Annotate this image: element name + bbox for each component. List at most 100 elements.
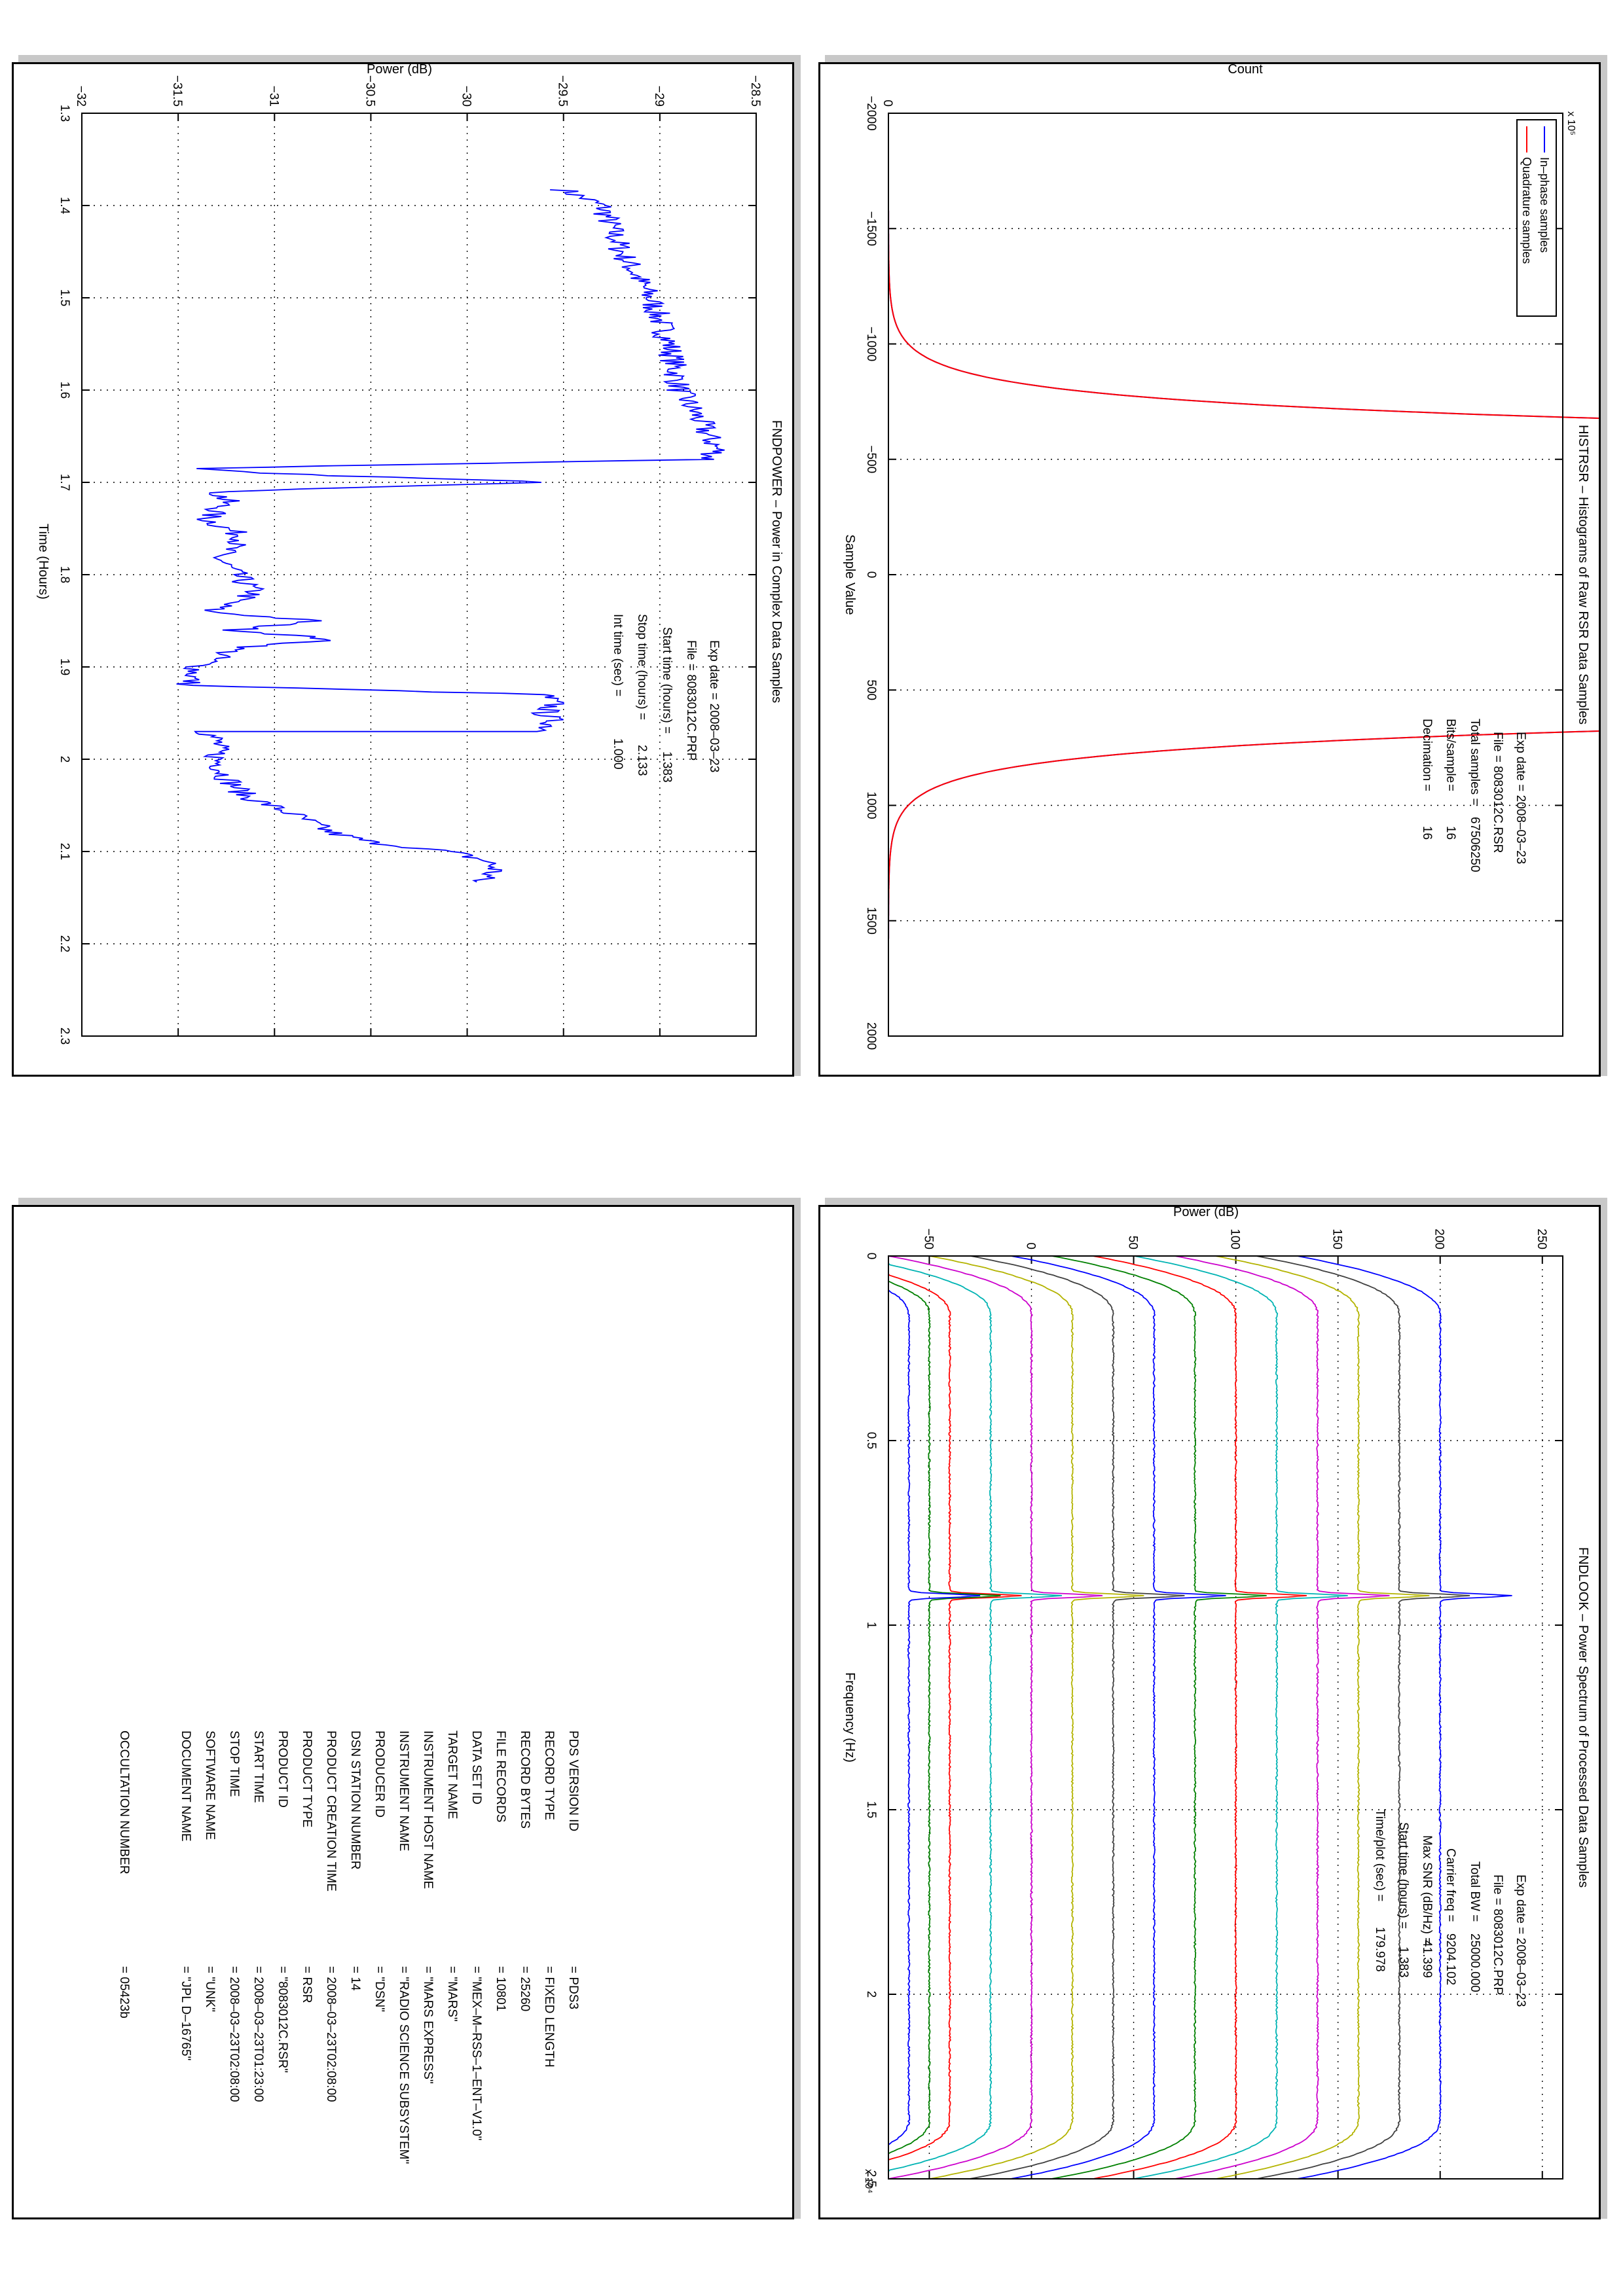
hist-series-quadrature — [881, 113, 1599, 1036]
spec-series-10 — [888, 1255, 1103, 2179]
hist-xtick-label: 2000 — [864, 1022, 878, 1050]
histogram-series — [881, 113, 1599, 1036]
label-key: SOFTWARE NAME — [203, 1731, 217, 1840]
hist-xtick-label: −500 — [864, 445, 878, 473]
power-ytick-label: −29 — [652, 86, 666, 107]
power-xtick-label: 1.5 — [58, 289, 71, 306]
legend-inphase: In–phase samples — [1538, 157, 1551, 253]
spec-ytick-label: 100 — [1228, 1229, 1242, 1249]
hist-series-inphase — [881, 113, 1599, 1036]
spec-info-bw-label: Total BW = — [1468, 1861, 1482, 1922]
spec-series-0 — [1296, 1255, 1512, 2179]
label-key: PRODUCT CREATION TIME — [324, 1731, 338, 1892]
hist-xtick-label: 1000 — [864, 791, 878, 819]
label-value: = 2008–03–23T01:23:00 — [251, 1966, 265, 2102]
spec-ytick-label: 200 — [1432, 1229, 1446, 1249]
hist-xtick-label: 0 — [864, 571, 878, 579]
power-xtick-label: 2.3 — [58, 1028, 71, 1045]
power-axes-box — [81, 113, 757, 1037]
legend-quadrature: Quadrature samples — [1520, 157, 1533, 264]
info-decimation-value: = 16 — [1420, 784, 1434, 840]
label-value: = "JPL D–16765" — [179, 1966, 192, 2060]
spec-series-12 — [888, 1256, 1022, 2179]
power-info-stop-value: 2.133 — [635, 745, 649, 776]
spectrum-ticks: 0 0.5 1 1.5 2 2.5 −50 0 50 100 150 200 250 — [864, 1229, 1563, 2187]
label-key: INSTRUMENT HOST NAME — [421, 1731, 435, 1889]
label-value: = 2008–03–23T02:08:00 — [324, 1966, 338, 2102]
power-xtick-label: 1.4 — [58, 197, 71, 215]
histogram-legend: In–phase samples Quadrature samples — [1516, 119, 1557, 317]
spec-info-snr-value: 41.399 — [1420, 1940, 1434, 1978]
power-info-exp-date: Exp date = 2008–03–23 — [707, 640, 721, 772]
label-key: PDS VERSION ID — [566, 1731, 580, 1831]
spec-xtick-label: 2 — [864, 1991, 878, 1998]
spec-series-9 — [929, 1255, 1144, 2179]
spec-info-bw-value: 25000.000 — [1468, 1933, 1482, 1992]
hist-xtick-label: 1500 — [864, 907, 878, 935]
spectrum-info: Exp date = 2008–03–23 File = 8083012C.PR… — [1373, 1809, 1527, 2007]
spec-info-time-label: Time/plot (sec) = — [1373, 1809, 1387, 1901]
hist-xtick-label: −1500 — [864, 211, 878, 246]
power-info-start-value: 1.383 — [660, 751, 674, 783]
histogram-panel: HISTRSR – Histograms of Raw RSR Data Sam… — [818, 62, 1601, 1077]
label-value: = 14 — [348, 1966, 362, 1991]
label-key: TARGET NAME — [445, 1731, 459, 1819]
power-ytick-label: −29.5 — [556, 75, 570, 107]
power-ytick-label: −30.5 — [363, 75, 376, 107]
label-value: = 2008–03–23T02:08:00 — [227, 1966, 241, 2102]
info-decimation-label: Decimation — [1420, 719, 1434, 781]
spec-series-7 — [1010, 1255, 1226, 2179]
power-title: FNDPOWER – Power in Complex Data Samples — [769, 420, 784, 703]
power-ytick-label: −31.5 — [170, 75, 184, 107]
spec-series-3 — [1175, 1255, 1390, 2179]
label-key: RECORD TYPE — [542, 1731, 556, 1820]
spec-ytick-label: −50 — [921, 1229, 935, 1249]
power-info-int-value: 1.000 — [611, 738, 625, 770]
spectrum-axes-box — [888, 1255, 1563, 2179]
power-xlabel: Time (Hours) — [36, 524, 50, 600]
histogram-axes-box — [888, 113, 1563, 1037]
power-xtick-label: 2 — [58, 756, 71, 763]
label-panel: PDS VERSION ID = PDS3 RECORD TYPE = FIXED L… — [12, 1205, 794, 2219]
power-xtick-label: 1.3 — [58, 105, 71, 122]
label-value: = "UNK" — [203, 1966, 217, 2012]
power-ytick-label: −28.5 — [748, 75, 762, 107]
spec-ytick-label: 0 — [1023, 1242, 1037, 1249]
histogram-chart: HISTRSR – Histograms of Raw RSR Data Sam… — [843, 64, 1599, 1050]
label-value: = 10801 — [494, 1966, 507, 2011]
spec-xtick-label: 0.5 — [864, 1432, 878, 1449]
label-key: OCCULTATION NUMBER — [117, 1731, 131, 1874]
power-info-file: File = 8083012C.PRP — [684, 640, 698, 761]
label-key: FILE RECORDS — [494, 1731, 507, 1822]
histogram-ticks: −2000−1500−1000−500050010001500200001234… — [864, 96, 1563, 1050]
power-ytick-label: −31 — [266, 86, 280, 107]
spec-series-1 — [1256, 1255, 1470, 2179]
label-key: DATA SET ID — [469, 1731, 483, 1804]
spec-ytick-label: 150 — [1330, 1229, 1344, 1249]
spec-info-time-value: 179.978 — [1373, 1927, 1387, 1972]
spectrum-title: FNDLOOK – Power Spectrum of Processed Da… — [1576, 1547, 1590, 1888]
histogram-grid — [888, 113, 1563, 1037]
label-key: DSN STATION NUMBER — [348, 1731, 362, 1870]
label-key: RECORD BYTES — [518, 1731, 532, 1829]
spectrum-series — [888, 1255, 1512, 2179]
label-value: = 05423b — [117, 1966, 131, 2018]
spec-series-4 — [1134, 1255, 1348, 2179]
label-value: = "MARS" — [445, 1966, 459, 2022]
label-key: STOP TIME — [227, 1731, 241, 1797]
hist-xtick-label: 500 — [864, 679, 878, 700]
label-value: = "DSN" — [373, 1966, 386, 2012]
spec-info-start-value: 1.383 — [1396, 1946, 1410, 1978]
power-grid — [81, 113, 757, 1037]
power-series — [176, 189, 725, 883]
hist-xtick-label: −1000 — [864, 327, 878, 361]
label-value: = "8083012C.RSR" — [276, 1966, 289, 2073]
label-key: PRODUCT ID — [276, 1731, 289, 1808]
power-panel: FNDPOWER – Power in Complex Data Samples… — [12, 62, 794, 1077]
label-value: = "MEX–M–RSS–1–ENT–V1.0" — [469, 1966, 483, 2140]
histogram-title: HISTRSR – Histograms of Raw RSR Data Sam… — [1576, 425, 1590, 725]
power-info-stop-label: Stop time (hours) = — [635, 614, 649, 720]
spec-series-2 — [1214, 1255, 1430, 2179]
label-key: PRODUCT TYPE — [300, 1731, 314, 1827]
spectrum-exponent: x 10⁴ — [863, 2169, 874, 2193]
